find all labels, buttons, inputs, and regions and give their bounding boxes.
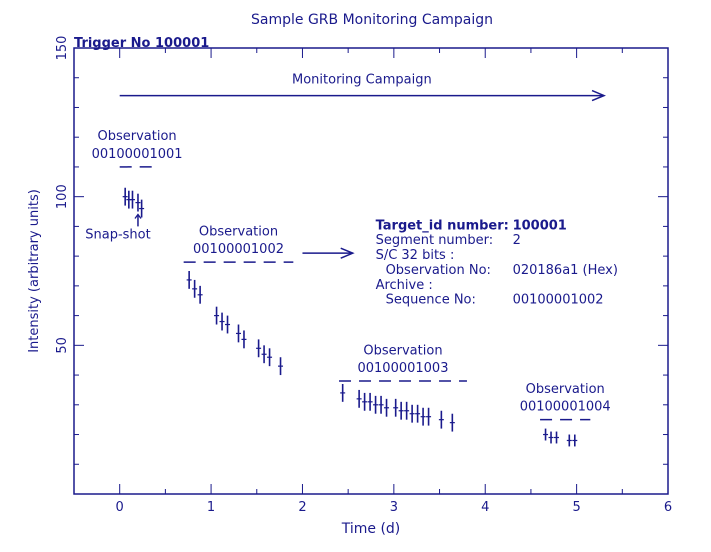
snapshot-label: Snap-shot	[85, 227, 150, 242]
y-tick-label: 50	[55, 337, 70, 354]
pointer-arrow-head	[340, 247, 355, 259]
info-key: S/C 32 bits :	[376, 248, 455, 263]
y-axis-label: Intensity (arbitrary units)	[27, 189, 42, 353]
x-tick-label: 3	[390, 500, 398, 515]
y-tick-label: 100	[55, 184, 70, 209]
y-tick-label: 150	[55, 36, 70, 61]
observation-word: Observation	[363, 343, 442, 358]
observation-word: Observation	[526, 382, 605, 397]
annotations: Monitoring Campaign Snap-shot Target_id nu…	[85, 73, 618, 308]
observation-word: Observation	[199, 224, 278, 239]
info-key: Sequence No:	[386, 293, 476, 308]
observation-labels: Observation 00100001001 Observation 0010000…	[92, 129, 611, 421]
observation-id: 00100001002	[193, 242, 284, 257]
info-value: 2	[513, 233, 521, 248]
info-key: Segment number:	[376, 233, 494, 248]
plot-frame	[73, 47, 669, 495]
info-value: 020186a1 (Hex)	[513, 263, 618, 278]
campaign-arrow-head	[591, 89, 606, 102]
x-tick-label: 4	[481, 500, 489, 515]
info-key: Observation No:	[386, 263, 491, 278]
chart-title: Sample GRB Monitoring Campaign	[251, 12, 493, 28]
snapshot-arrow-head	[134, 213, 142, 219]
x-tick-label: 5	[572, 500, 580, 515]
data-marks	[122, 187, 578, 447]
info-key: Archive :	[376, 278, 433, 293]
axis-ticks: 0 1 2 3 4 5 6 50 100 150	[55, 36, 672, 515]
campaign-label: Monitoring Campaign	[292, 73, 432, 88]
observation-id: 00100001004	[520, 400, 611, 415]
x-axis-label: Time (d)	[341, 521, 401, 537]
info-key: Target_id number:	[376, 218, 509, 233]
x-tick-label: 6	[664, 500, 672, 515]
x-tick-label: 2	[298, 500, 306, 515]
info-value: 00100001002	[513, 293, 604, 308]
observation-id: 00100001003	[357, 361, 448, 376]
x-tick-label: 0	[116, 500, 124, 515]
observation-id: 00100001001	[92, 147, 183, 162]
observation-word: Observation	[97, 129, 176, 144]
info-value: 100001	[513, 218, 567, 233]
x-tick-label: 1	[207, 500, 215, 515]
